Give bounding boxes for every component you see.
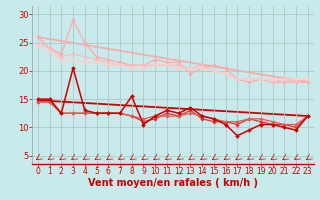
X-axis label: Vent moyen/en rafales ( km/h ): Vent moyen/en rafales ( km/h )	[88, 178, 258, 188]
